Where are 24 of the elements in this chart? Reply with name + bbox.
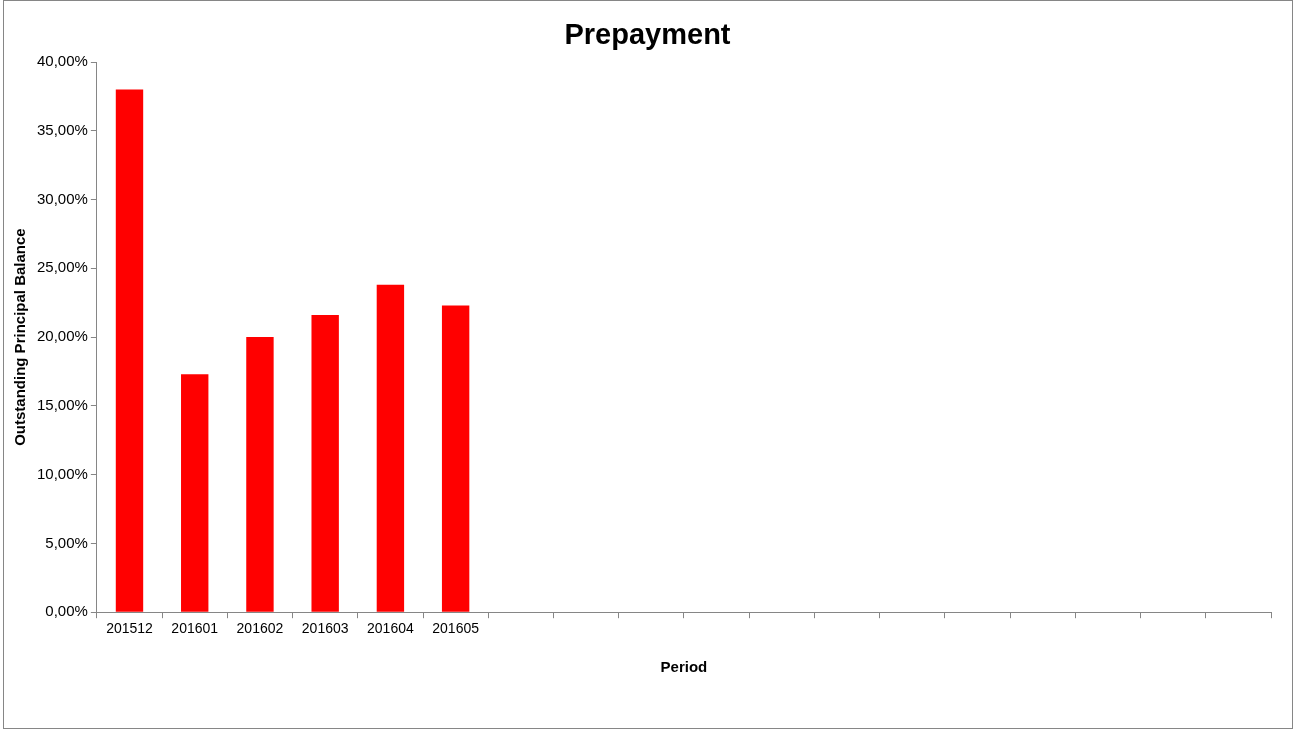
x-tick-label: 201601 xyxy=(171,620,219,637)
y-tick-label: 20,00% xyxy=(37,327,88,345)
x-tick-label: 201512 xyxy=(106,620,154,637)
y-tick-label: 35,00% xyxy=(37,120,88,138)
x-tick-label: 201605 xyxy=(432,620,480,637)
y-tick-label: 25,00% xyxy=(37,258,88,276)
x-tick-label: 201603 xyxy=(301,620,349,637)
x-tick-label: 201602 xyxy=(236,620,284,637)
y-tick-label: 30,00% xyxy=(37,189,88,207)
bar xyxy=(311,315,339,612)
y-tick-label: 15,00% xyxy=(37,396,88,414)
bar xyxy=(115,89,144,612)
y-axis-title: Outstanding Principal Balance xyxy=(11,228,29,446)
bar xyxy=(441,305,470,612)
y-tick-label: 0,00% xyxy=(45,602,88,620)
bar xyxy=(376,284,405,612)
x-tick-label: 201604 xyxy=(367,620,414,637)
chart-title: Prepayment xyxy=(563,18,732,51)
bar xyxy=(246,337,274,612)
y-tick-label: 5,00% xyxy=(45,533,88,551)
x-axis-title: Period xyxy=(660,658,708,676)
y-tick-label: 40,00% xyxy=(37,52,88,70)
y-tick-label: 10,00% xyxy=(37,464,88,482)
bar xyxy=(181,374,209,612)
